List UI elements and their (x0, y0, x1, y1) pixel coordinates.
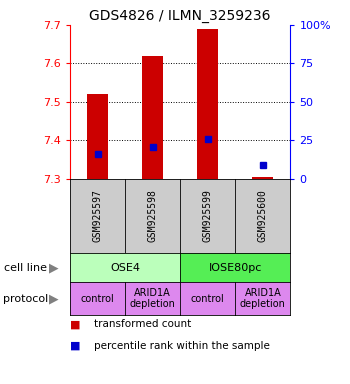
Text: GSM925599: GSM925599 (203, 190, 213, 242)
Text: ▶: ▶ (49, 262, 59, 274)
Text: control: control (81, 293, 114, 304)
Text: ARID1A
depletion: ARID1A depletion (240, 288, 286, 310)
Text: ▶: ▶ (49, 292, 59, 305)
Text: GSM925598: GSM925598 (148, 190, 158, 242)
Text: transformed count: transformed count (94, 319, 192, 329)
Text: ARID1A
depletion: ARID1A depletion (130, 288, 176, 310)
Bar (252, 177, 273, 179)
Bar (197, 29, 218, 179)
Text: ■: ■ (70, 341, 80, 351)
Text: protocol: protocol (4, 293, 49, 304)
Text: percentile rank within the sample: percentile rank within the sample (94, 341, 270, 351)
Text: OSE4: OSE4 (110, 263, 140, 273)
Text: IOSE80pc: IOSE80pc (209, 263, 262, 273)
Bar (142, 56, 163, 179)
Text: cell line: cell line (4, 263, 47, 273)
Bar (87, 94, 108, 179)
Text: control: control (191, 293, 225, 304)
Text: GSM925600: GSM925600 (258, 190, 268, 242)
Text: GSM925597: GSM925597 (92, 190, 103, 242)
Title: GDS4826 / ILMN_3259236: GDS4826 / ILMN_3259236 (90, 8, 271, 23)
Text: ■: ■ (70, 319, 80, 329)
